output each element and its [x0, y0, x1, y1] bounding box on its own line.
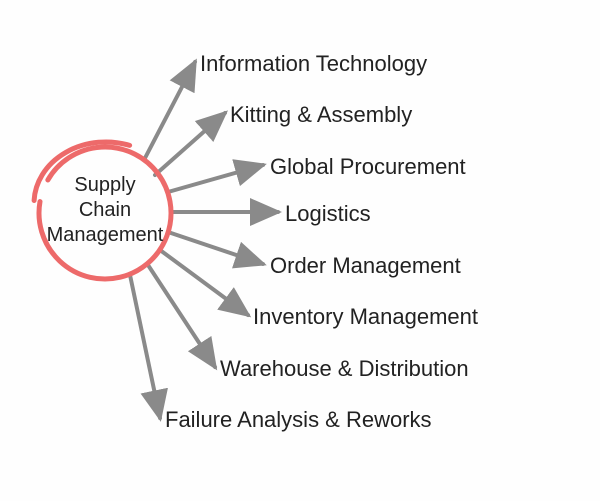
- branch-arrow: [168, 232, 263, 264]
- branch-arrow: [148, 265, 215, 367]
- branch-label: Failure Analysis & Reworks: [165, 407, 432, 433]
- branch-label: Kitting & Assembly: [230, 102, 412, 128]
- branch-arrow: [168, 165, 263, 192]
- branch-label: Information Technology: [200, 51, 427, 77]
- branch-label: Order Management: [270, 253, 461, 279]
- center-node-label: SupplyChainManagement: [40, 173, 170, 248]
- branch-label: Warehouse & Distribution: [220, 356, 469, 382]
- branch-label: Global Procurement: [270, 154, 466, 180]
- branch-label: Inventory Management: [253, 304, 478, 330]
- branch-arrow: [130, 275, 160, 418]
- branch-label: Logistics: [285, 201, 371, 227]
